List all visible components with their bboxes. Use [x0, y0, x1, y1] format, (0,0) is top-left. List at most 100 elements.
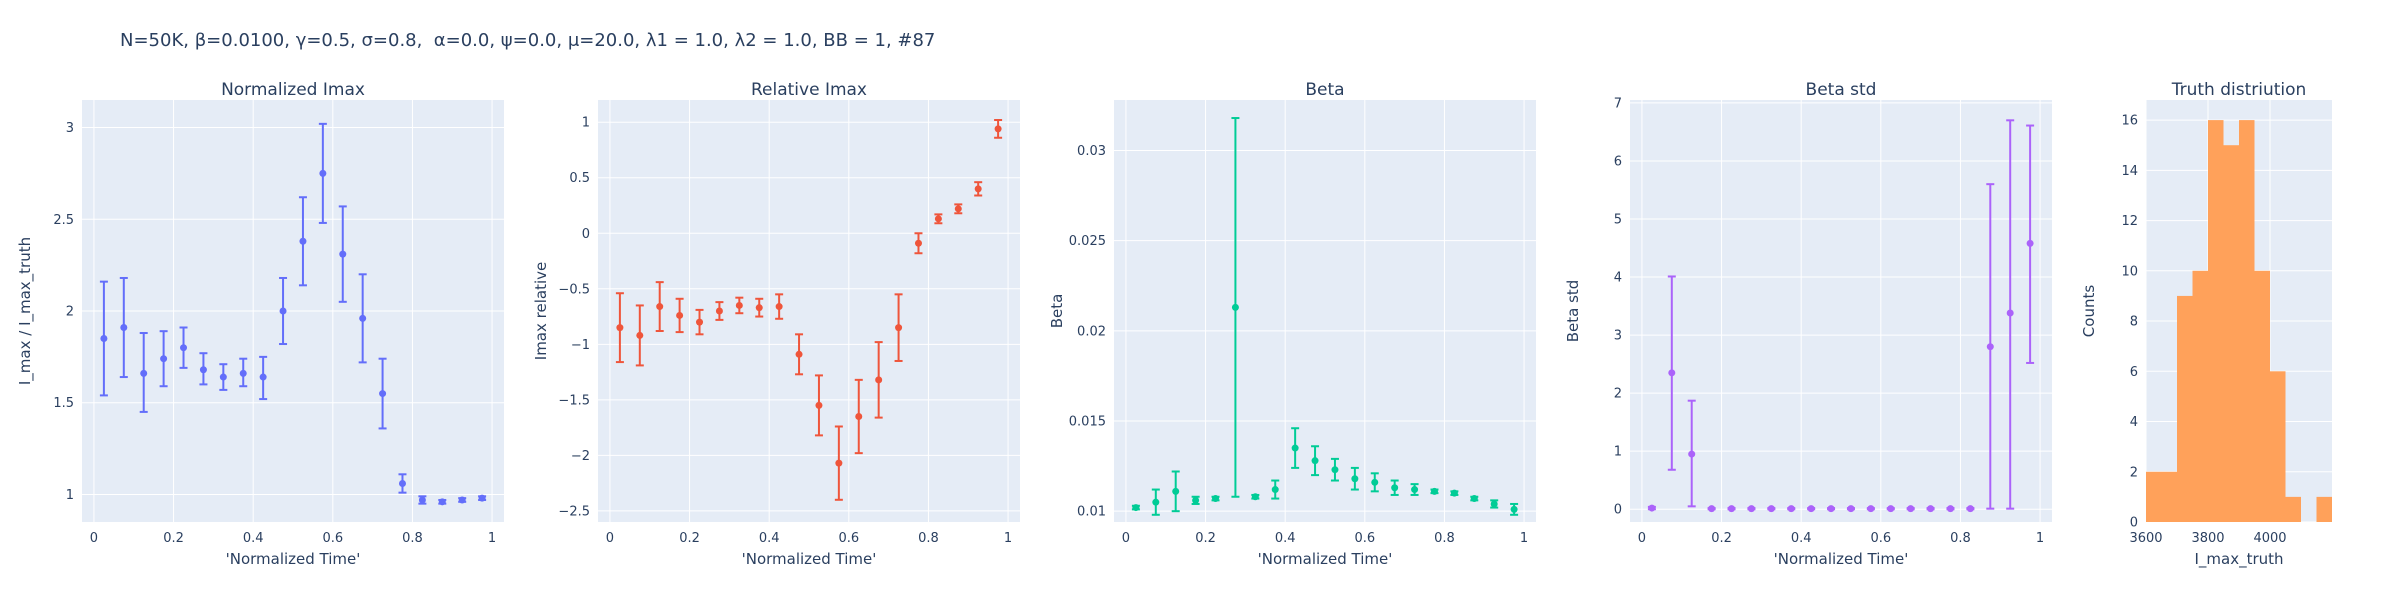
y-tick-label-5: 4 [2130, 415, 2138, 430]
x-tick-label-2: 0.2 [679, 531, 700, 546]
data-point [994, 125, 1002, 133]
x-tick-label-4: 0.4 [1791, 531, 1812, 546]
x-tick-label-4: 0.8 [1950, 531, 1971, 546]
data-point [438, 498, 446, 506]
histogram-bar [2177, 295, 2193, 522]
data-point [676, 311, 684, 319]
subplot-title-3: Beta [1305, 80, 1344, 100]
data-point [100, 335, 108, 343]
histogram-bar [2239, 120, 2255, 522]
x-tick-label-1: 0.6 [322, 531, 343, 546]
data-point [1648, 504, 1656, 512]
data-point [1391, 484, 1399, 492]
data-point [616, 324, 624, 332]
y-tick-label-4: 0 [1614, 503, 1622, 518]
data-point [239, 369, 247, 377]
y-axis-label-1: I_max / I_max_truth [16, 237, 35, 385]
y-tick-label-3: 0.01 [1077, 505, 1106, 520]
x-tick-label-1: 0 [90, 531, 98, 546]
data-point [1927, 505, 1935, 513]
data-point [458, 496, 466, 504]
x-tick-label-4: 0.2 [1711, 531, 1732, 546]
histogram-bar [2161, 471, 2177, 522]
histogram-bar [2316, 496, 2332, 522]
subplot-title-4: Beta std [1806, 80, 1877, 100]
data-point [656, 303, 664, 311]
x-tick-label-5: 4000 [2253, 531, 2286, 546]
data-point [1152, 498, 1160, 506]
y-axis-label-4: Beta std [1564, 280, 1582, 343]
data-point [1728, 505, 1736, 513]
y-tick-label-5: 0 [2130, 516, 2138, 531]
data-point [259, 373, 267, 381]
y-tick-label-5: 8 [2130, 315, 2138, 330]
x-tick-label-3: 0.4 [1275, 531, 1296, 546]
y-tick-label-5: 6 [2130, 365, 2138, 380]
histogram-bar [2208, 120, 2224, 522]
data-point [1291, 444, 1299, 452]
histogram-bar [2192, 270, 2208, 522]
data-point [755, 304, 763, 312]
data-point [398, 479, 406, 487]
data-point [855, 413, 863, 420]
data-point [1966, 505, 1974, 513]
histogram-bar [2223, 145, 2239, 522]
y-axis-label-3: Beta [1048, 294, 1066, 329]
x-tick-label-1: 1 [488, 531, 496, 546]
x-tick-label-1: 0.8 [402, 531, 423, 546]
y-tick-label-4: 6 [1614, 154, 1622, 169]
data-point [1450, 489, 1458, 497]
y-tick-label-4: 3 [1614, 329, 1622, 344]
data-point [1708, 505, 1716, 513]
plot-area-4 [1630, 100, 2052, 522]
data-point [775, 303, 783, 311]
data-point [1430, 487, 1438, 495]
data-point [1231, 303, 1239, 311]
data-point [299, 237, 307, 245]
data-point [359, 314, 367, 322]
data-point [875, 376, 883, 384]
data-point [696, 318, 704, 326]
y-tick-label-3: 0.03 [1077, 144, 1106, 159]
y-tick-label-5: 14 [2121, 164, 2138, 179]
data-point [815, 401, 823, 409]
data-point [795, 350, 803, 358]
y-tick-label-3: 0.02 [1077, 324, 1106, 339]
x-axis-label-5: I_max_truth [2194, 550, 2283, 569]
y-tick-label-1: 2 [66, 305, 74, 320]
x-tick-label-2: 0.4 [759, 531, 780, 546]
y-tick-label-2: −1 [571, 338, 590, 353]
x-tick-label-4: 0.6 [1870, 531, 1891, 546]
y-tick-label-5: 2 [2130, 465, 2138, 480]
data-point [1668, 369, 1676, 377]
y-tick-label-5: 10 [2121, 264, 2138, 279]
data-point [120, 324, 128, 332]
data-point [1371, 478, 1379, 486]
y-tick-label-4: 4 [1614, 271, 1622, 286]
subplot-title-2: Relative Imax [751, 80, 867, 100]
x-tick-label-3: 0 [1122, 531, 1130, 546]
data-point [1747, 505, 1755, 513]
y-tick-label-4: 1 [1614, 445, 1622, 460]
x-axis-label-3: 'Normalized Time' [1258, 550, 1393, 568]
data-point [140, 369, 148, 377]
data-point [636, 331, 644, 339]
y-tick-label-2: −1.5 [558, 393, 590, 408]
x-axis-label-2: 'Normalized Time' [742, 550, 877, 568]
histogram-bar [2254, 270, 2270, 522]
y-tick-label-5: 12 [2121, 214, 2138, 229]
data-point [1688, 450, 1696, 458]
x-tick-label-4: 0 [1638, 531, 1646, 546]
data-point [954, 205, 962, 213]
data-point [1787, 505, 1795, 513]
data-point [339, 250, 347, 258]
data-point [1867, 505, 1875, 513]
y-tick-label-1: 3 [66, 121, 74, 136]
data-point [1847, 505, 1855, 513]
y-tick-label-2: 0.5 [569, 171, 590, 186]
histogram-bar [2270, 371, 2286, 522]
y-tick-label-2: −2 [571, 449, 590, 464]
y-axis-label-5: Counts [2080, 285, 2098, 338]
data-point [319, 169, 327, 177]
